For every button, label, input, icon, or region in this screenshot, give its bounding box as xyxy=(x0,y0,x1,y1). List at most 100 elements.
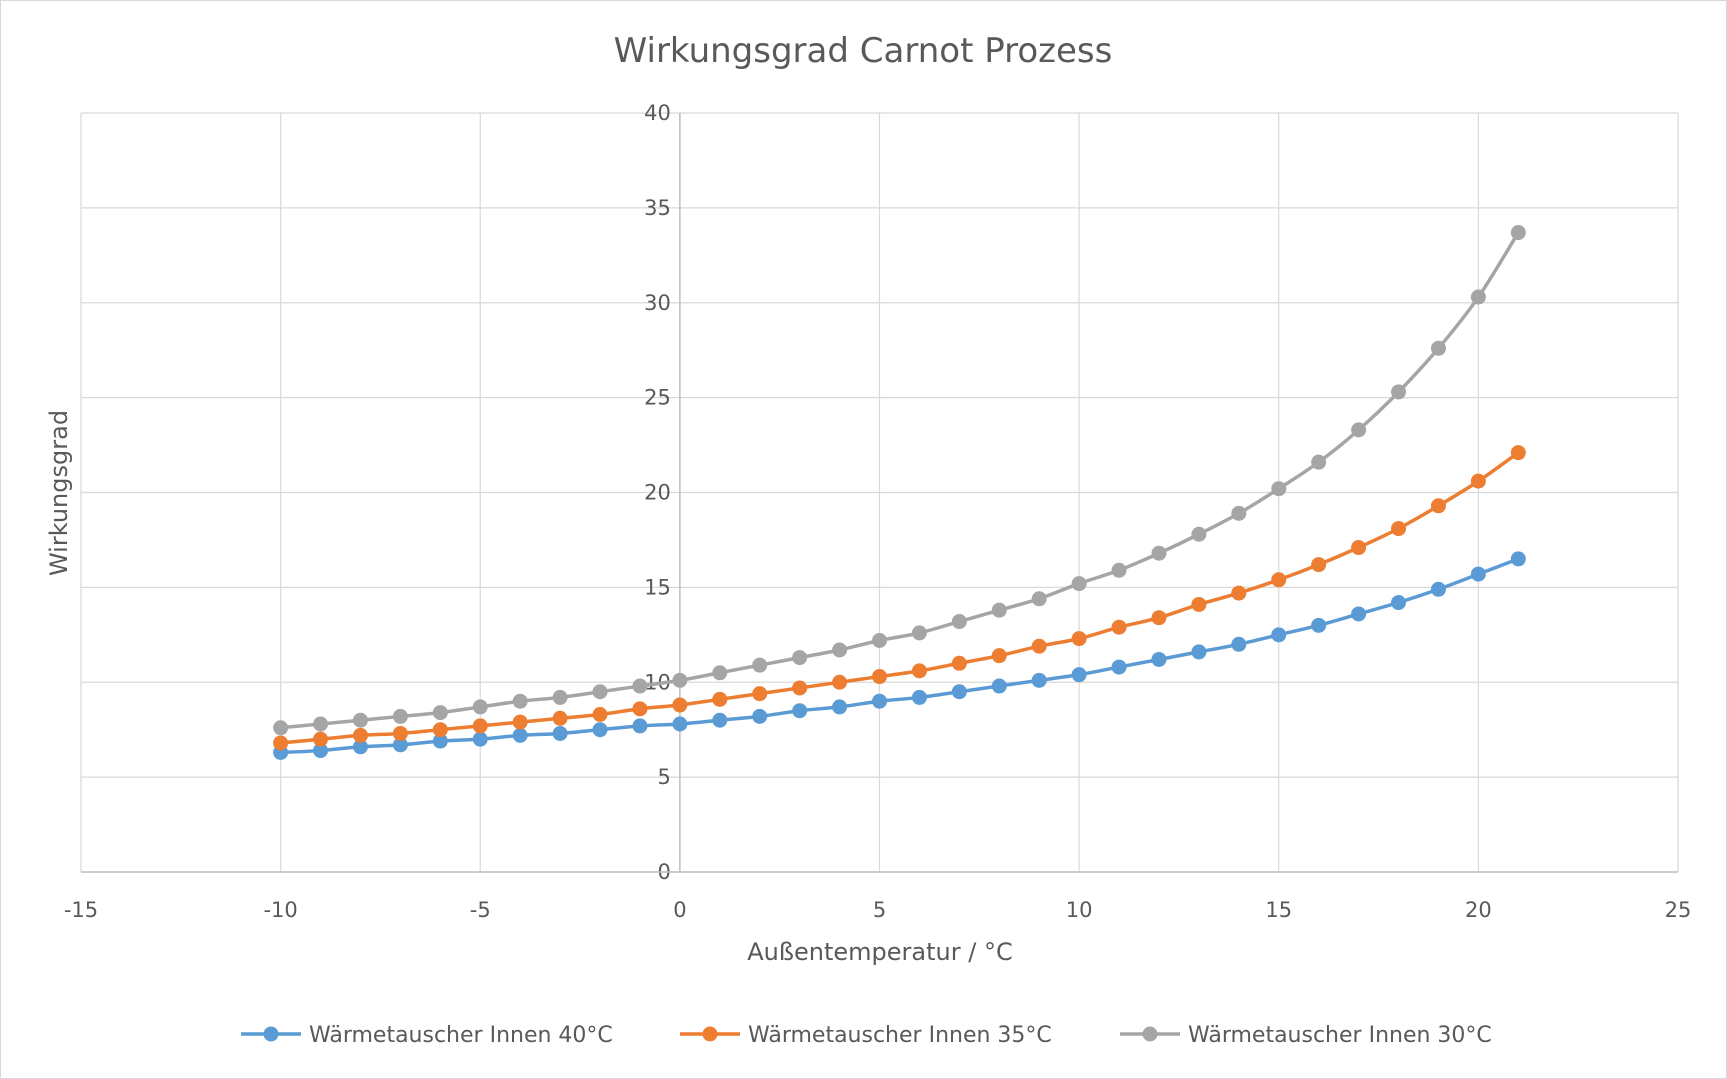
x-tick-label: 25 xyxy=(1665,898,1692,922)
series-1 xyxy=(273,551,1526,760)
data-point xyxy=(432,722,448,738)
data-point xyxy=(1430,498,1446,514)
data-point xyxy=(792,680,808,696)
data-point xyxy=(752,686,768,702)
data-point xyxy=(872,693,887,709)
data-point xyxy=(592,707,608,723)
data-point xyxy=(472,699,488,715)
data-point xyxy=(432,733,448,749)
data-point xyxy=(1391,595,1407,611)
x-tick-label: 0 xyxy=(673,898,686,922)
legend-point-marker xyxy=(263,1026,279,1042)
x-tick-label: 10 xyxy=(1066,898,1093,922)
data-point xyxy=(392,737,408,753)
data-point xyxy=(951,655,967,671)
data-point xyxy=(1470,289,1486,305)
data-point xyxy=(672,672,688,688)
data-point xyxy=(313,743,329,759)
y-tick-label: 20 xyxy=(644,481,671,505)
data-point xyxy=(632,678,648,694)
data-point xyxy=(1271,481,1287,497)
data-point xyxy=(432,705,448,721)
data-point xyxy=(911,689,927,705)
data-point xyxy=(672,697,688,713)
data-point xyxy=(512,693,528,709)
data-point xyxy=(911,625,927,641)
data-point xyxy=(1191,526,1207,542)
data-point xyxy=(1071,667,1087,683)
data-point xyxy=(512,714,528,730)
legend-point-marker xyxy=(1142,1026,1158,1042)
x-tick-label: 20 xyxy=(1465,898,1492,922)
data-point xyxy=(1430,340,1446,356)
data-point xyxy=(1351,606,1367,622)
data-point xyxy=(1031,672,1047,688)
data-point xyxy=(1111,562,1127,578)
data-point xyxy=(1111,659,1127,675)
data-point xyxy=(911,663,927,679)
data-point xyxy=(392,708,408,724)
y-tick-label: 30 xyxy=(644,291,671,315)
data-point xyxy=(792,703,808,719)
y-tick-label: 5 xyxy=(658,765,671,789)
data-point xyxy=(313,716,329,732)
data-point xyxy=(1031,638,1047,654)
data-point xyxy=(672,716,688,732)
data-point xyxy=(512,727,528,743)
x-tick-label: -15 xyxy=(64,898,98,922)
data-point xyxy=(1191,596,1207,612)
data-point xyxy=(1311,557,1327,573)
data-point xyxy=(1271,627,1287,643)
data-point xyxy=(632,701,648,717)
data-point xyxy=(1031,591,1047,607)
data-point xyxy=(352,712,368,728)
data-point xyxy=(832,642,848,658)
legend-label: Wärmetauscher Innen 30°C xyxy=(1188,1023,1492,1048)
data-point xyxy=(1271,572,1287,588)
data-point xyxy=(472,718,488,734)
data-point xyxy=(273,735,289,751)
data-point xyxy=(832,699,848,715)
data-point xyxy=(552,689,568,705)
data-point xyxy=(1351,422,1367,438)
data-point xyxy=(1430,581,1446,597)
legend-point-marker xyxy=(702,1026,718,1042)
series-layer xyxy=(273,225,1526,760)
chart-title: Wirkungsgrad Carnot Prozess xyxy=(614,31,1113,71)
data-point xyxy=(592,722,608,738)
data-point xyxy=(1311,617,1327,633)
x-tick-label: -10 xyxy=(263,898,297,922)
legend-item: Wärmetauscher Innen 30°C xyxy=(1120,1023,1492,1048)
data-point xyxy=(752,657,768,673)
data-point xyxy=(1231,505,1247,521)
data-point xyxy=(352,727,368,743)
data-point xyxy=(872,669,887,685)
data-point xyxy=(592,684,608,700)
data-point xyxy=(1470,566,1486,582)
data-point xyxy=(1151,545,1167,561)
data-point xyxy=(832,674,848,690)
data-point xyxy=(1111,619,1127,635)
data-point xyxy=(1351,540,1367,556)
data-point xyxy=(991,602,1007,618)
data-point xyxy=(1470,473,1486,489)
legend-label: Wärmetauscher Innen 35°C xyxy=(748,1023,1052,1048)
legend-item: Wärmetauscher Innen 40°C xyxy=(241,1023,613,1048)
y-tick-label: 25 xyxy=(644,386,671,410)
legend: Wärmetauscher Innen 40°C Wärmetauscher In… xyxy=(241,1023,1492,1048)
data-point xyxy=(951,614,967,630)
data-point xyxy=(273,720,289,736)
data-point xyxy=(1510,225,1526,241)
data-point xyxy=(712,712,728,728)
x-tick-label: 5 xyxy=(873,898,886,922)
data-point xyxy=(1391,521,1407,537)
data-point xyxy=(1311,454,1327,470)
data-point xyxy=(392,725,408,741)
y-tick-label: 40 xyxy=(644,101,671,125)
data-point xyxy=(552,710,568,726)
data-point xyxy=(991,648,1007,664)
